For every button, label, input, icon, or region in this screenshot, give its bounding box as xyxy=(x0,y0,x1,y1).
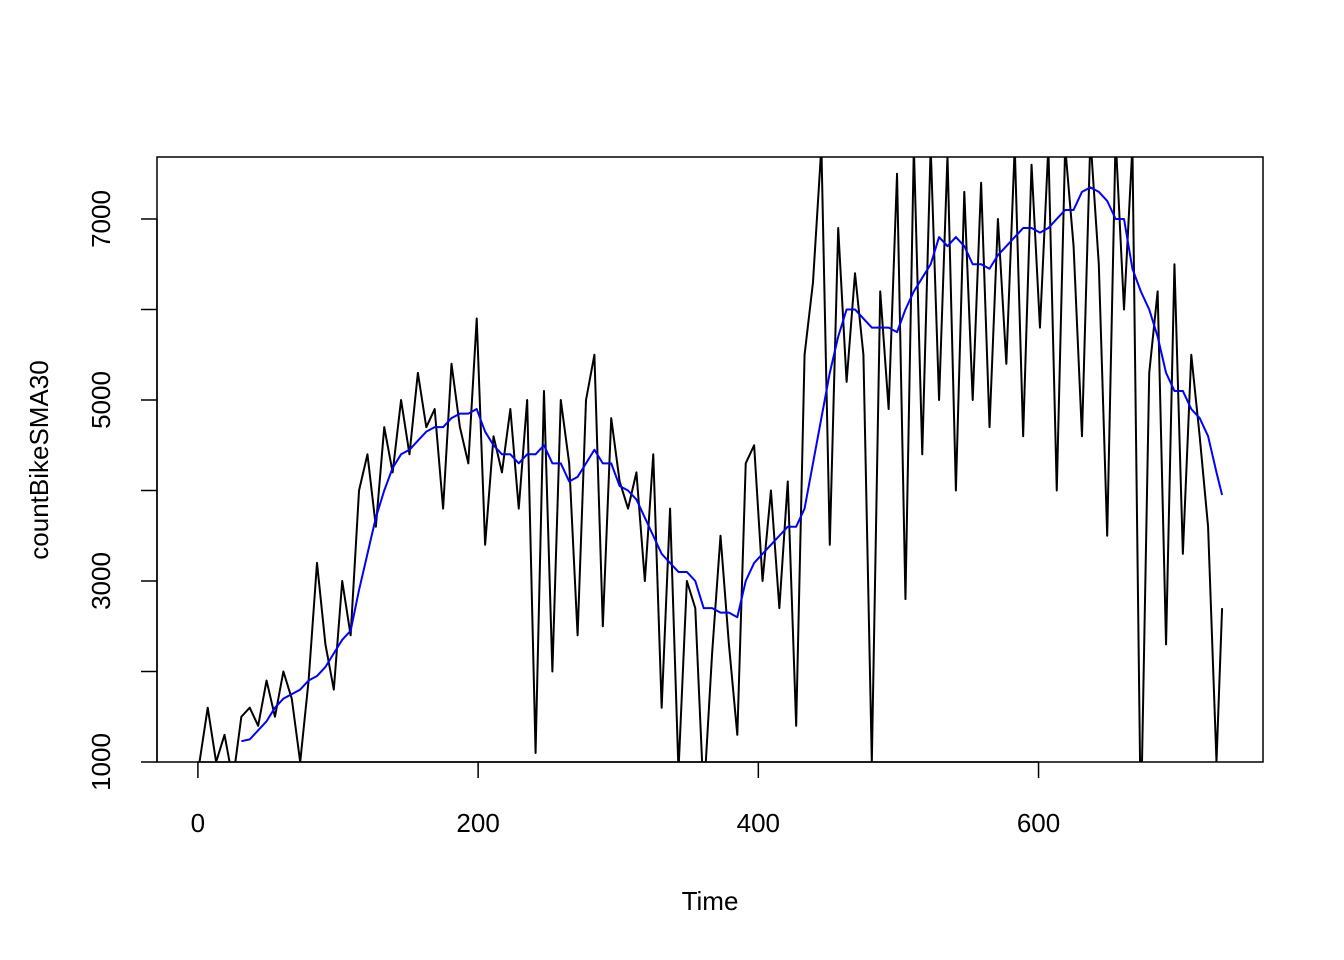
y-tick-label: 3000 xyxy=(86,552,116,610)
y-tick-label: 1000 xyxy=(86,733,116,791)
x-tick-label: 0 xyxy=(191,808,205,838)
data-line xyxy=(198,157,1224,762)
x-tick-label: 200 xyxy=(456,808,499,838)
y-axis-label: countBikeSMA30 xyxy=(24,360,54,559)
x-tick-label: 600 xyxy=(1017,808,1060,838)
data-line xyxy=(241,186,1224,743)
plot-area xyxy=(198,157,1224,762)
y-tick-label: 5000 xyxy=(86,371,116,429)
x-tick-label: 400 xyxy=(737,808,780,838)
y-tick-label: 7000 xyxy=(86,190,116,248)
x-axis-label: Time xyxy=(682,886,739,916)
